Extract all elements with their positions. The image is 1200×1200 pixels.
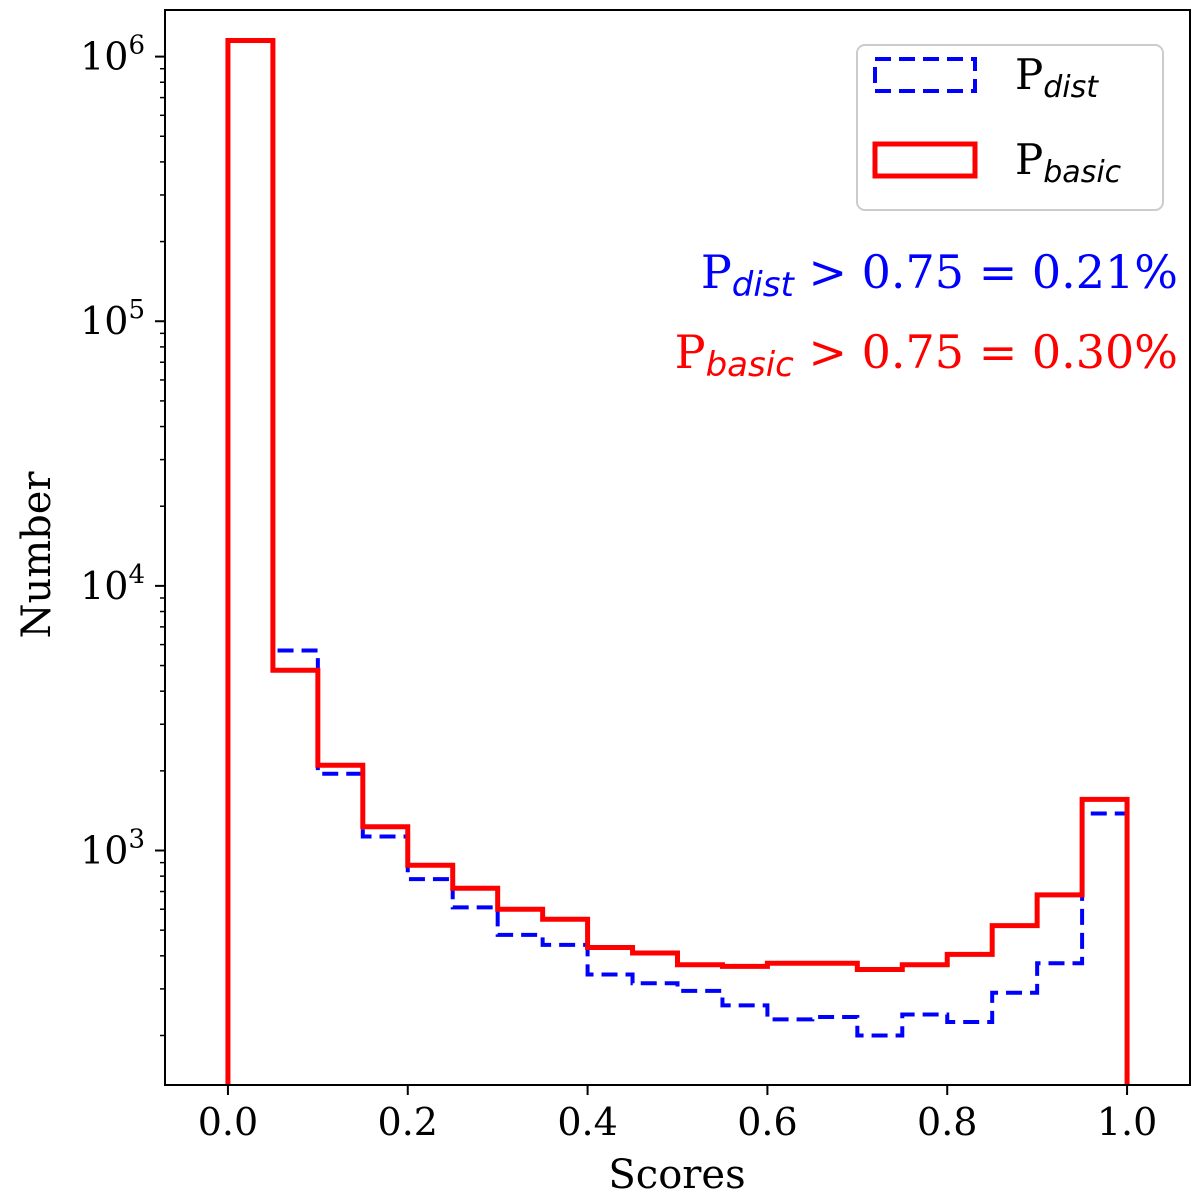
y-tick-label: 105 xyxy=(80,295,145,343)
x-tick-label: 0.8 xyxy=(917,1100,977,1144)
x-tick-label: 0.0 xyxy=(198,1100,258,1144)
series-p-basic-line xyxy=(225,38,1130,1085)
x-tick-label: 0.4 xyxy=(557,1100,617,1144)
legend: Pdist Pbasic xyxy=(856,44,1164,211)
x-tick-label: 0.2 xyxy=(378,1100,438,1144)
ticks-layer: 0.0 0.2 0.4 0.6 0.8 1.0 103 104 105 106 xyxy=(80,31,1157,1144)
y-tick-label: 104 xyxy=(80,560,145,608)
series-p-dist-line xyxy=(225,38,1130,1085)
y-tick-label: 106 xyxy=(80,31,145,79)
legend-label-basic: Pbasic xyxy=(1015,135,1122,190)
legend-handle-basic xyxy=(872,141,978,179)
x-tick-label: 0.6 xyxy=(737,1100,797,1144)
y-tick-label: 103 xyxy=(80,825,145,873)
y-axis-label: Number xyxy=(14,471,60,639)
legend-box xyxy=(856,44,1164,211)
plot-frame xyxy=(164,9,1191,1086)
annotation-dist: Pdist > 0.75 = 0.21% xyxy=(701,245,1178,305)
x-tick-label: 1.0 xyxy=(1097,1100,1157,1144)
annotation-basic: Pbasic > 0.75 = 0.30% xyxy=(675,325,1178,385)
legend-handle-dist xyxy=(873,57,977,93)
annotations-layer: Pdist > 0.75 = 0.21% Pbasic > 0.75 = 0.30… xyxy=(675,245,1178,385)
x-axis-label: Scores xyxy=(608,1152,745,1198)
series-layer xyxy=(225,38,1130,1085)
legend-label-dist: Pdist xyxy=(1015,50,1099,105)
